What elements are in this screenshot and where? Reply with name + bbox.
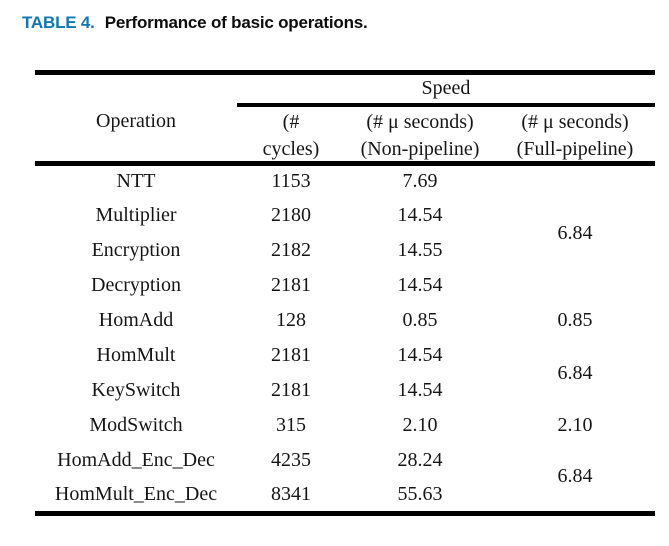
cell-operation: HomAdd_Enc_Dec	[57, 449, 215, 471]
table-row: HomMult_Enc_Dec 8341 55.63	[35, 478, 655, 513]
cell-cycles: 1153	[271, 170, 311, 193]
group-header-speed: Speed	[237, 72, 655, 107]
cell-operation: HomAdd	[98, 309, 174, 331]
cell-cycles: 2181	[271, 344, 311, 366]
table-body: NTT 1153 7.69 Multiplier 2180 14.54 6.84 Encryp…	[35, 163, 655, 513]
table-row: HomAdd 128 0.85 0.85	[35, 303, 655, 338]
cell-non-pipeline: 14.54	[397, 274, 443, 296]
cell-full-pipeline	[495, 268, 655, 303]
cell-cycles: 315	[276, 414, 306, 436]
cell-non-pipeline: 14.54	[397, 344, 443, 366]
cell-operation: Encryption	[91, 239, 181, 261]
col-header-fullpipeline-line1: (# μ seconds)	[521, 110, 629, 133]
table-header: Speed Operation (# (# μ seconds) (# μ se…	[35, 72, 655, 166]
cell-non-pipeline: 28.24	[397, 449, 443, 471]
table-row: HomAdd_Enc_Dec 4235 28.24 6.84	[35, 443, 655, 487]
cell-operation: NTT	[116, 170, 156, 193]
cell-operation: Multiplier	[95, 204, 177, 226]
table-row: Multiplier 2180 14.54 6.84	[35, 198, 655, 244]
cell-full-pipeline: 0.85	[557, 309, 593, 331]
table-row: ModSwitch 315 2.10 2.10	[35, 408, 655, 443]
header-spacer	[35, 73, 237, 105]
cell-operation: KeySwitch	[91, 379, 181, 401]
cell-cycles: 2181	[271, 274, 311, 296]
caption-label: TABLE 4.	[22, 13, 95, 32]
table-row: KeySwitch 2181 14.54	[35, 373, 655, 408]
caption-text: Performance of basic operations.	[104, 13, 368, 32]
table-row: NTT 1153 7.69	[35, 163, 655, 198]
col-header-operation: Operation	[96, 109, 176, 132]
cell-full-pipeline	[495, 163, 655, 198]
cell-full-pipeline: 6.84	[557, 465, 593, 488]
cell-non-pipeline: 14.55	[397, 239, 443, 261]
cell-cycles: 8341	[271, 482, 311, 505]
cell-full-pipeline: 6.84	[557, 221, 593, 244]
col-header-cycles-line1: (#	[282, 110, 300, 133]
cell-operation: ModSwitch	[89, 414, 183, 436]
table-row: Decryption 2181 14.54	[35, 268, 655, 303]
cell-cycles: 2181	[271, 379, 311, 401]
cell-non-pipeline: 0.85	[402, 309, 438, 331]
table-row: Encryption 2182 14.55	[35, 233, 655, 268]
header-spacer-2	[35, 137, 237, 166]
col-header-nonpipeline-line2: (Non-pipeline)	[345, 137, 495, 166]
cell-non-pipeline: 14.54	[397, 204, 443, 226]
cell-non-pipeline: 14.54	[397, 379, 443, 401]
cell-non-pipeline: 55.63	[397, 482, 443, 505]
cell-full-pipeline: 6.84	[557, 361, 593, 384]
cell-cycles: 2182	[271, 239, 311, 261]
table-caption: TABLE 4. Performance of basic operations.	[22, 13, 368, 33]
cell-operation: Decryption	[91, 274, 181, 296]
cell-operation: HomMult_Enc_Dec	[54, 482, 218, 505]
cell-cycles: 2180	[271, 204, 311, 226]
column-header-row-1: Operation (# (# μ seconds) (# μ seconds)	[35, 105, 655, 138]
table-row: HomMult 2181 14.54 6.84	[35, 338, 655, 384]
cell-cycles: 4235	[271, 449, 311, 471]
cell-operation: HomMult	[96, 344, 176, 366]
cell-non-pipeline: 7.69	[402, 170, 438, 193]
column-header-row-2: cycles) (Non-pipeline) (Full-pipeline)	[35, 137, 655, 166]
performance-table: Speed Operation (# (# μ seconds) (# μ se…	[35, 70, 655, 516]
cell-non-pipeline: 2.10	[402, 414, 438, 436]
cell-cycles: 128	[276, 309, 306, 331]
col-header-cycles-line2: cycles)	[237, 137, 345, 166]
col-header-fullpipeline-line2: (Full-pipeline)	[495, 137, 655, 166]
col-header-nonpipeline-line1: (# μ seconds)	[366, 110, 474, 133]
group-header-row: Speed	[35, 72, 655, 107]
cell-full-pipeline: 2.10	[557, 414, 593, 436]
